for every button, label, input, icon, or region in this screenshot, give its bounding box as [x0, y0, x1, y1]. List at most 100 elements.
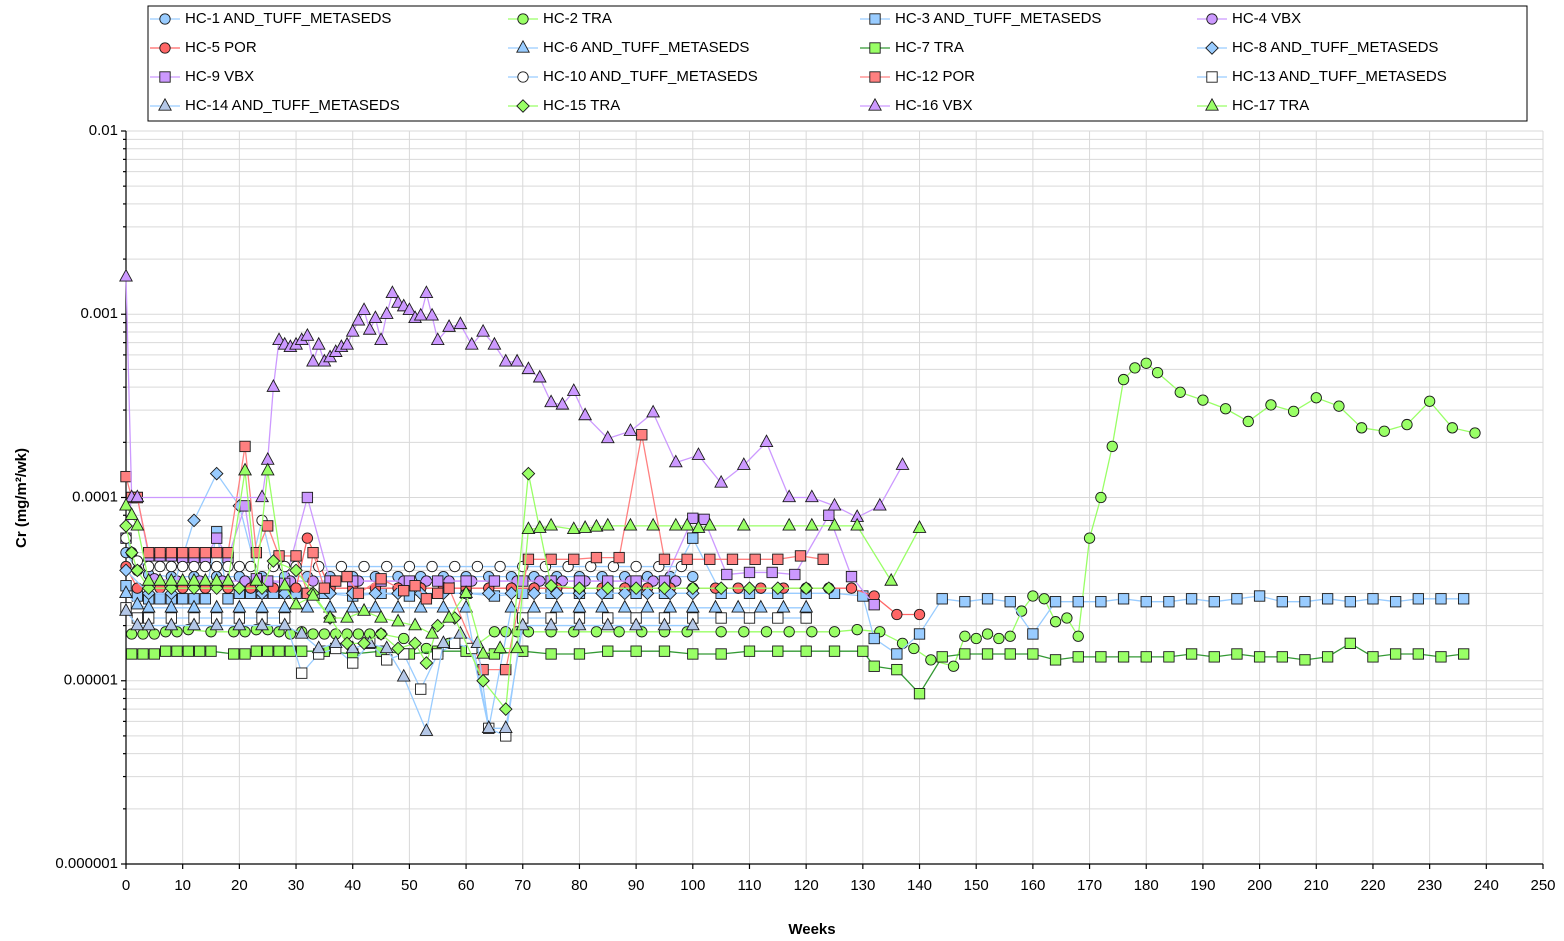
data-point: [549, 599, 564, 613]
data-point: [600, 430, 615, 444]
data-point: [850, 517, 865, 531]
data-point: [290, 550, 302, 562]
legend-marker: [1205, 97, 1219, 111]
x-tick-label: 200: [1247, 877, 1272, 894]
data-point: [708, 599, 723, 613]
data-point: [736, 457, 751, 470]
x-tick-label: 140: [907, 877, 932, 894]
data-point: [1321, 651, 1334, 663]
data-point: [425, 625, 440, 639]
y-tick-label: 0.0001: [72, 488, 118, 505]
data-point: [1208, 596, 1220, 608]
legend-marker: [868, 97, 882, 111]
data-point: [1083, 532, 1096, 544]
data-point: [590, 626, 603, 638]
data-point: [783, 626, 795, 638]
data-point: [617, 586, 632, 601]
data-point: [408, 636, 422, 651]
data-point: [154, 593, 166, 605]
data-point: [857, 645, 869, 657]
data-point: [629, 581, 643, 596]
data-point: [460, 575, 472, 587]
data-point: [1072, 596, 1084, 608]
data-point: [721, 568, 733, 581]
data-point: [249, 572, 264, 586]
data-point: [391, 599, 406, 613]
data-point: [232, 617, 247, 631]
data-point: [521, 361, 536, 375]
data-point: [1276, 651, 1288, 663]
legend-marker: [517, 71, 529, 83]
data-point: [868, 660, 880, 672]
data-point: [488, 575, 501, 587]
data-point: [1049, 596, 1062, 608]
data-point: [443, 582, 455, 594]
legend-marker: [159, 71, 171, 83]
data-point: [148, 628, 160, 640]
data-point: [413, 599, 428, 613]
data-point: [148, 648, 160, 660]
data-point: [630, 645, 642, 657]
data-point: [545, 553, 557, 565]
data-point: [908, 642, 920, 655]
data-point: [687, 532, 699, 544]
data-point: [589, 518, 604, 532]
data-point: [981, 648, 994, 660]
data-point: [532, 520, 547, 533]
x-tick-label: 0: [122, 877, 130, 894]
data-point: [351, 312, 366, 326]
data-point: [1367, 593, 1379, 605]
data-point: [1253, 651, 1266, 663]
data-point: [794, 550, 807, 562]
data-point: [255, 599, 269, 613]
legend-label: HC-4 VBX: [1232, 10, 1301, 27]
data-point: [572, 599, 587, 613]
data-point: [617, 599, 632, 613]
data-point: [868, 599, 880, 611]
data-point: [827, 497, 842, 511]
data-point: [273, 645, 285, 657]
data-point: [640, 586, 655, 601]
data-point: [544, 394, 559, 408]
data-point: [481, 586, 496, 601]
legend-marker: [869, 13, 881, 25]
data-point: [766, 566, 778, 579]
data-point: [430, 618, 445, 633]
data-point: [493, 640, 508, 654]
data-point: [459, 585, 474, 598]
data-point: [209, 572, 224, 586]
data-point: [1027, 628, 1039, 640]
data-point: [1231, 648, 1243, 660]
data-point: [374, 609, 389, 623]
x-tick-label: 100: [680, 877, 705, 894]
data-point: [993, 632, 1005, 645]
data-point: [657, 617, 672, 631]
data-point: [566, 521, 581, 535]
data-point: [328, 635, 343, 648]
data-point: [891, 648, 903, 660]
data-point: [432, 575, 444, 587]
data-point: [1219, 403, 1232, 415]
data-point: [555, 396, 570, 410]
data-point: [821, 581, 836, 596]
data-point: [912, 520, 927, 533]
data-point: [398, 632, 410, 645]
data-point: [681, 553, 693, 565]
data-point: [481, 720, 496, 733]
data-point: [211, 532, 223, 544]
data-point: [1072, 630, 1084, 642]
data-point: [981, 628, 994, 640]
data-point: [187, 599, 201, 613]
data-point: [177, 560, 189, 573]
data-point: [630, 560, 642, 573]
data-point: [504, 599, 519, 613]
data-point: [187, 513, 201, 528]
legend-label: HC-17 TRA: [1232, 97, 1309, 114]
x-tick-label: 90: [628, 877, 645, 894]
data-point: [403, 560, 416, 573]
data-point: [164, 617, 179, 631]
x-tick-label: 160: [1020, 877, 1045, 894]
data-point: [381, 654, 393, 666]
data-point: [685, 599, 700, 613]
data-point: [1095, 491, 1107, 504]
